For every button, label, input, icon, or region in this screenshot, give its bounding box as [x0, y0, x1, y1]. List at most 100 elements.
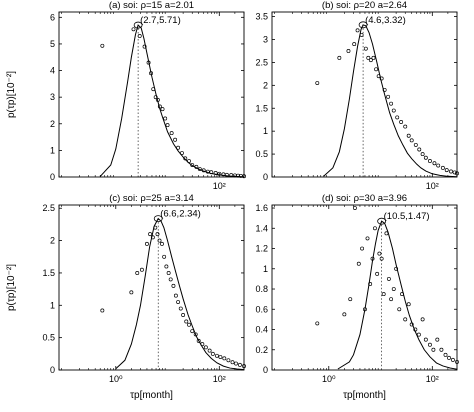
fit-curve [99, 24, 245, 178]
x-tick-label: 10² [426, 374, 439, 384]
data-point [222, 356, 227, 361]
x-axis-label: τp[month] [343, 390, 386, 401]
fit-curve [323, 24, 458, 178]
y-tick-label: 6 [50, 12, 55, 22]
data-point [166, 270, 171, 275]
data-point [218, 355, 223, 360]
data-point [176, 300, 181, 305]
data-point [230, 360, 235, 365]
y-tick-label: 0.5 [42, 333, 55, 343]
data-point [352, 42, 357, 47]
y-tick-label: 0 [50, 365, 55, 375]
y-tick-label: 4 [50, 66, 55, 76]
data-point [201, 168, 206, 173]
data-point [155, 232, 160, 237]
fit-curve [115, 217, 245, 371]
data-point [226, 358, 231, 363]
data-point [197, 167, 202, 171]
data-point [190, 163, 195, 167]
data-point [409, 322, 414, 327]
x-tick-label: 10⁰ [322, 374, 336, 384]
data-point [162, 254, 167, 259]
data-point [365, 236, 370, 241]
y-tick-label: 1.6 [255, 203, 268, 213]
data-point [168, 277, 173, 282]
data-point [386, 94, 391, 99]
data-point [375, 271, 380, 276]
data-point [100, 43, 105, 48]
data-point [420, 317, 425, 322]
data-point [146, 60, 151, 65]
peak-marker [153, 215, 163, 222]
y-tick-label: 2.5 [42, 203, 55, 213]
data-point [149, 71, 153, 76]
data-point [237, 362, 242, 367]
plot-frame [271, 204, 458, 371]
data-point [217, 171, 222, 176]
data-point [194, 164, 199, 169]
peak-annotation: (4.6,3.32) [365, 15, 406, 26]
data-point [356, 261, 361, 266]
peak-annotation: (6.6,2.34) [160, 209, 201, 220]
x-axis-label: τp[month] [130, 390, 173, 401]
data-point [135, 270, 140, 275]
data-point [427, 159, 432, 163]
data-point [234, 361, 238, 366]
data-point [160, 107, 165, 112]
data-point [377, 251, 382, 256]
panel-title: (d) soi: ρ=30 a=3.96 [322, 193, 407, 204]
data-point [346, 49, 351, 53]
data-point [389, 101, 394, 106]
data-point [169, 131, 174, 136]
data-point [144, 241, 149, 246]
data-point [439, 347, 444, 352]
y-tick-label: 0.5 [255, 149, 268, 159]
data-point [431, 347, 436, 352]
x-tick-label: 10² [426, 181, 439, 191]
peak-marker [358, 21, 368, 29]
data-point [173, 137, 178, 142]
data-point [187, 322, 191, 327]
plot-frame [58, 204, 245, 371]
y-tick-label: 3 [263, 35, 268, 45]
data-point [394, 266, 399, 271]
data-point [355, 28, 360, 33]
data-point [214, 353, 219, 358]
data-point [447, 355, 451, 360]
fit-curve [337, 220, 458, 370]
y-tick-label: 0 [263, 365, 268, 375]
data-point [180, 151, 184, 155]
data-point [373, 226, 377, 231]
y-axis-label: p(τp)[10⁻²] [6, 264, 17, 311]
y-tick-label: 3.5 [255, 12, 268, 22]
data-point [164, 264, 169, 269]
y-tick-label: 1 [50, 300, 55, 310]
data-point [420, 152, 425, 157]
data-point [184, 319, 189, 324]
data-point [395, 115, 400, 120]
y-tick-label: 0.4 [255, 325, 268, 335]
data-point [391, 287, 396, 291]
y-tick-label: 0.2 [255, 345, 268, 355]
y-tick-label: 1 [263, 264, 268, 274]
y-tick-label: 1.4 [255, 223, 268, 233]
data-point [178, 306, 183, 311]
y-tick-label: 0 [50, 172, 55, 182]
data-point [176, 145, 181, 150]
data-point [374, 67, 379, 72]
data-point [137, 34, 142, 38]
plot-frame [58, 11, 245, 178]
data-point [427, 342, 432, 347]
data-point [360, 246, 365, 251]
data-point [210, 351, 215, 356]
data-point [381, 292, 386, 297]
y-tick-label: 0 [263, 172, 268, 182]
y-tick-label: 3 [50, 92, 55, 102]
data-point [432, 161, 437, 166]
data-point [171, 283, 176, 288]
y-tick-label: 2 [50, 119, 55, 129]
data-point [443, 352, 448, 357]
data-point [379, 76, 384, 81]
y-tick-label: 0.6 [255, 304, 268, 314]
